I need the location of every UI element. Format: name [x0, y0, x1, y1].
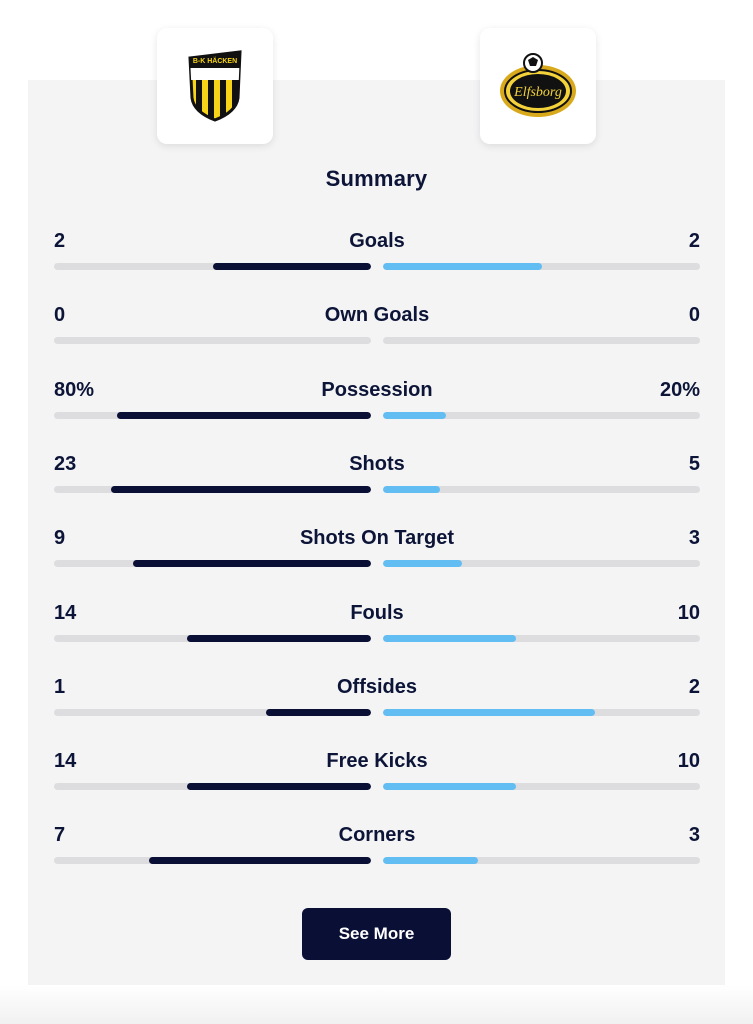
- away-stat-bar: [383, 412, 700, 419]
- away-stat-value: 20%: [659, 379, 700, 401]
- away-stat-bar-fill: [383, 263, 542, 270]
- home-stat-bar: [54, 560, 371, 567]
- home-stat-bar-fill: [212, 263, 371, 270]
- away-stat-bar: [383, 709, 700, 716]
- home-stat-bar: [54, 412, 371, 419]
- away-stat-bar-fill: [383, 857, 479, 864]
- home-stat-bar: [54, 709, 371, 716]
- home-stat-value: 0: [54, 304, 66, 326]
- stat-row: Offsides 1 2: [54, 675, 700, 725]
- svg-text:Elfsborg: Elfsborg: [513, 85, 562, 100]
- home-stat-bar: [54, 486, 371, 493]
- stat-label: Possession: [321, 379, 433, 401]
- see-more-button[interactable]: See More: [302, 908, 451, 960]
- away-stat-bar: [383, 857, 700, 864]
- home-stat-value: 14: [54, 602, 77, 624]
- stat-row: Free Kicks 14 10: [54, 749, 700, 799]
- away-stat-value: 10: [677, 602, 700, 624]
- away-stat-value: 0: [688, 304, 700, 326]
- home-stat-bar: [54, 635, 371, 642]
- stat-row: Goals 2 2: [54, 229, 700, 279]
- away-stat-bar: [383, 263, 700, 270]
- stat-row: Fouls 14 10: [54, 601, 700, 651]
- stat-label: Own Goals: [324, 304, 430, 326]
- svg-text:B-K HÄCKEN: B-K HÄCKEN: [193, 57, 237, 65]
- away-stat-bar: [383, 337, 700, 344]
- home-stat-value: 9: [54, 527, 66, 549]
- away-stat-value: 5: [688, 453, 700, 475]
- page-footer-shade: [0, 985, 753, 1024]
- home-stat-bar-fill: [149, 857, 371, 864]
- stat-label: Shots On Target: [299, 527, 455, 549]
- away-stat-bar-fill: [383, 635, 517, 642]
- away-stat-bar-fill: [383, 783, 517, 790]
- home-stat-value: 7: [54, 824, 66, 846]
- home-stat-bar-fill: [266, 709, 371, 716]
- away-stat-bar: [383, 635, 700, 642]
- stat-row: Corners 7 3: [54, 823, 700, 873]
- stat-row: Shots On Target 9 3: [54, 526, 700, 576]
- elfsborg-crest-icon: Elfsborg: [500, 53, 576, 117]
- away-stat-bar-fill: [383, 412, 447, 419]
- away-stat-value: 10: [677, 750, 700, 772]
- home-stat-bar-fill: [117, 412, 371, 419]
- home-stat-value: 1: [54, 676, 66, 698]
- home-stat-bar-fill: [187, 635, 371, 642]
- home-stat-value: 80%: [54, 379, 95, 401]
- home-stat-value: 14: [54, 750, 77, 772]
- away-stat-value: 3: [688, 527, 700, 549]
- away-stat-bar-fill: [383, 486, 441, 493]
- away-stat-bar: [383, 486, 700, 493]
- stat-label: Free Kicks: [326, 750, 428, 772]
- away-stat-value: 3: [688, 824, 700, 846]
- home-team-logo-card: B-K HÄCKEN: [157, 28, 273, 144]
- home-stat-bar-fill: [187, 783, 371, 790]
- away-stat-bar: [383, 783, 700, 790]
- stat-row: Possession 80% 20%: [54, 378, 700, 428]
- home-stat-bar: [54, 337, 371, 344]
- home-stat-value: 2: [54, 230, 66, 252]
- away-team-logo-card: Elfsborg: [480, 28, 596, 144]
- home-stat-value: 23: [54, 453, 77, 475]
- home-stat-bar-fill: [133, 560, 371, 567]
- summary-title: Summary: [325, 166, 428, 191]
- hacken-crest-icon: B-K HÄCKEN: [188, 50, 242, 122]
- stat-row: Own Goals 0 0: [54, 303, 700, 353]
- stat-row: Shots 23 5: [54, 452, 700, 502]
- stat-label: Corners: [338, 824, 416, 846]
- stat-label: Shots: [349, 453, 405, 475]
- away-stat-bar: [383, 560, 700, 567]
- stat-label: Goals: [349, 230, 405, 252]
- home-stat-bar: [54, 783, 371, 790]
- home-stat-bar-fill: [111, 486, 371, 493]
- away-stat-bar-fill: [383, 560, 463, 567]
- stat-label: Fouls: [350, 602, 404, 624]
- away-stat-value: 2: [688, 230, 700, 252]
- away-stat-value: 2: [688, 676, 700, 698]
- home-stat-bar: [54, 263, 371, 270]
- summary-panel: [28, 80, 725, 985]
- home-stat-bar: [54, 857, 371, 864]
- away-stat-bar-fill: [383, 709, 596, 716]
- stat-label: Offsides: [336, 676, 418, 698]
